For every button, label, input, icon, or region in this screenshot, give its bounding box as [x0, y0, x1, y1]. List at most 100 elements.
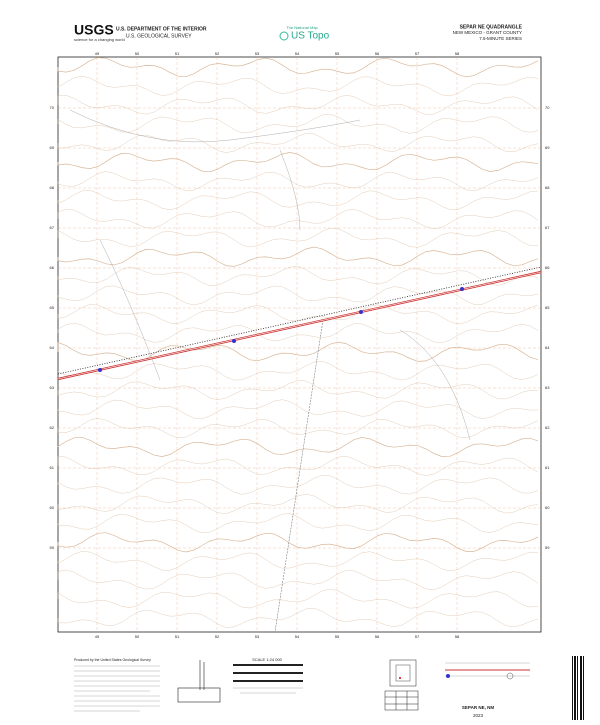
- contour: [57, 304, 539, 325]
- scale-bars: [233, 664, 303, 694]
- northing-label-left: 69: [50, 145, 55, 150]
- northing-label-left: 60: [50, 505, 55, 510]
- survey: U.S. GEOLOGICAL SURVEY: [126, 33, 192, 39]
- interchange: [359, 310, 363, 314]
- contour: [57, 418, 539, 439]
- contour: [57, 322, 539, 343]
- easting-label-top: 50: [135, 51, 140, 56]
- state-county: NEW MEXICO - GRANT COUNTY: [453, 30, 522, 35]
- contour: [57, 608, 539, 628]
- drainage: [99, 239, 161, 381]
- easting-label-top: 55: [335, 51, 340, 56]
- product-tagline: The National Map: [286, 25, 318, 30]
- contour: [57, 266, 539, 286]
- road: [274, 319, 324, 633]
- product-icon: [279, 31, 289, 41]
- easting-label-top: 49: [95, 51, 100, 56]
- northing-label-left: 63: [50, 385, 55, 390]
- contour: [57, 361, 539, 381]
- easting-label-bottom: 53: [255, 634, 260, 639]
- northing-label-right: 65: [545, 305, 550, 310]
- northing-label-left: 67: [50, 225, 55, 230]
- interchange: [460, 287, 464, 291]
- easting-label-bottom: 56: [375, 634, 380, 639]
- contour: [57, 436, 539, 457]
- barcode: [572, 656, 584, 720]
- interchange: [232, 339, 236, 343]
- northing-label-right: 61: [545, 465, 550, 470]
- interchange: [98, 368, 102, 372]
- contour: [57, 493, 539, 514]
- northing-label-left: 70: [50, 105, 55, 110]
- agency-tagline: science for a changing world: [74, 37, 125, 42]
- northing-label-left: 65: [50, 305, 55, 310]
- sheet-title: SEPAR NE, NM: [462, 705, 494, 710]
- northing-label-left: 68: [50, 185, 55, 190]
- contour: [57, 341, 539, 362]
- contour: [57, 171, 539, 191]
- easting-label-top: 54: [295, 51, 300, 56]
- drainage: [69, 109, 361, 143]
- northing-label-right: 62: [545, 425, 550, 430]
- scale: SCALE 1:24 000: [252, 657, 283, 662]
- product-name: US Topo: [291, 31, 330, 42]
- northing-label-left: 61: [50, 465, 55, 470]
- northing-label-right: 63: [545, 385, 550, 390]
- northing-label-left: 66: [50, 265, 55, 270]
- contour: [57, 380, 539, 400]
- northing-label-left: 59: [50, 545, 55, 550]
- northing-label-right: 69: [545, 145, 550, 150]
- easting-label-bottom: 58: [455, 634, 460, 639]
- contour: [57, 455, 539, 476]
- agency-logo: USGS: [74, 22, 114, 38]
- quadrangle: SEPAR NE QUADRANGLE: [460, 24, 523, 30]
- northing-label-right: 60: [545, 505, 550, 510]
- easting-label-top: 53: [255, 51, 260, 56]
- northing-label-right: 59: [545, 545, 550, 550]
- map-body: [57, 56, 542, 633]
- easting-label-top: 51: [175, 51, 180, 56]
- contour: [57, 95, 539, 115]
- easting-label-bottom: 50: [135, 634, 140, 639]
- drainage: [279, 149, 301, 231]
- easting-label-bottom: 51: [175, 634, 180, 639]
- contour: [57, 133, 539, 153]
- easting-label-top: 56: [375, 51, 380, 56]
- north-arrow: [177, 660, 221, 703]
- northing-label-right: 68: [545, 185, 550, 190]
- contour: [57, 532, 539, 553]
- contour: [57, 152, 539, 173]
- easting-label-bottom: 52: [215, 634, 220, 639]
- contour: [57, 246, 539, 267]
- northing-label-left: 64: [50, 345, 55, 350]
- northing-label-right: 64: [545, 345, 550, 350]
- northing-label-right: 67: [545, 225, 550, 230]
- contour: [57, 588, 539, 609]
- sheet-year: 2023: [473, 713, 484, 718]
- producer: Produced by the United States Geological…: [74, 658, 151, 662]
- location-map: [384, 659, 419, 711]
- easting-label-bottom: 49: [95, 634, 100, 639]
- easting-label-bottom: 55: [335, 634, 340, 639]
- contour: [57, 228, 539, 248]
- department: U.S. DEPARTMENT OF THE INTERIOR: [116, 26, 207, 32]
- easting-label-top: 52: [215, 51, 220, 56]
- drainage: [399, 329, 471, 441]
- map-frame: [57, 56, 542, 633]
- series: 7.5-MINUTE SERIES: [479, 36, 522, 41]
- northing-label-right: 70: [545, 105, 550, 110]
- easting-label-top: 58: [455, 51, 460, 56]
- contour: [57, 209, 539, 230]
- contour: [57, 475, 539, 495]
- contour: [57, 513, 539, 533]
- contour: [57, 399, 539, 419]
- contour: [57, 551, 539, 572]
- northing-label-right: 66: [545, 265, 550, 270]
- contour: [57, 569, 539, 590]
- contour: [57, 190, 539, 210]
- easting-label-bottom: 57: [415, 634, 420, 639]
- contour: [57, 75, 539, 97]
- legend: [445, 662, 530, 680]
- easting-label-top: 57: [415, 51, 420, 56]
